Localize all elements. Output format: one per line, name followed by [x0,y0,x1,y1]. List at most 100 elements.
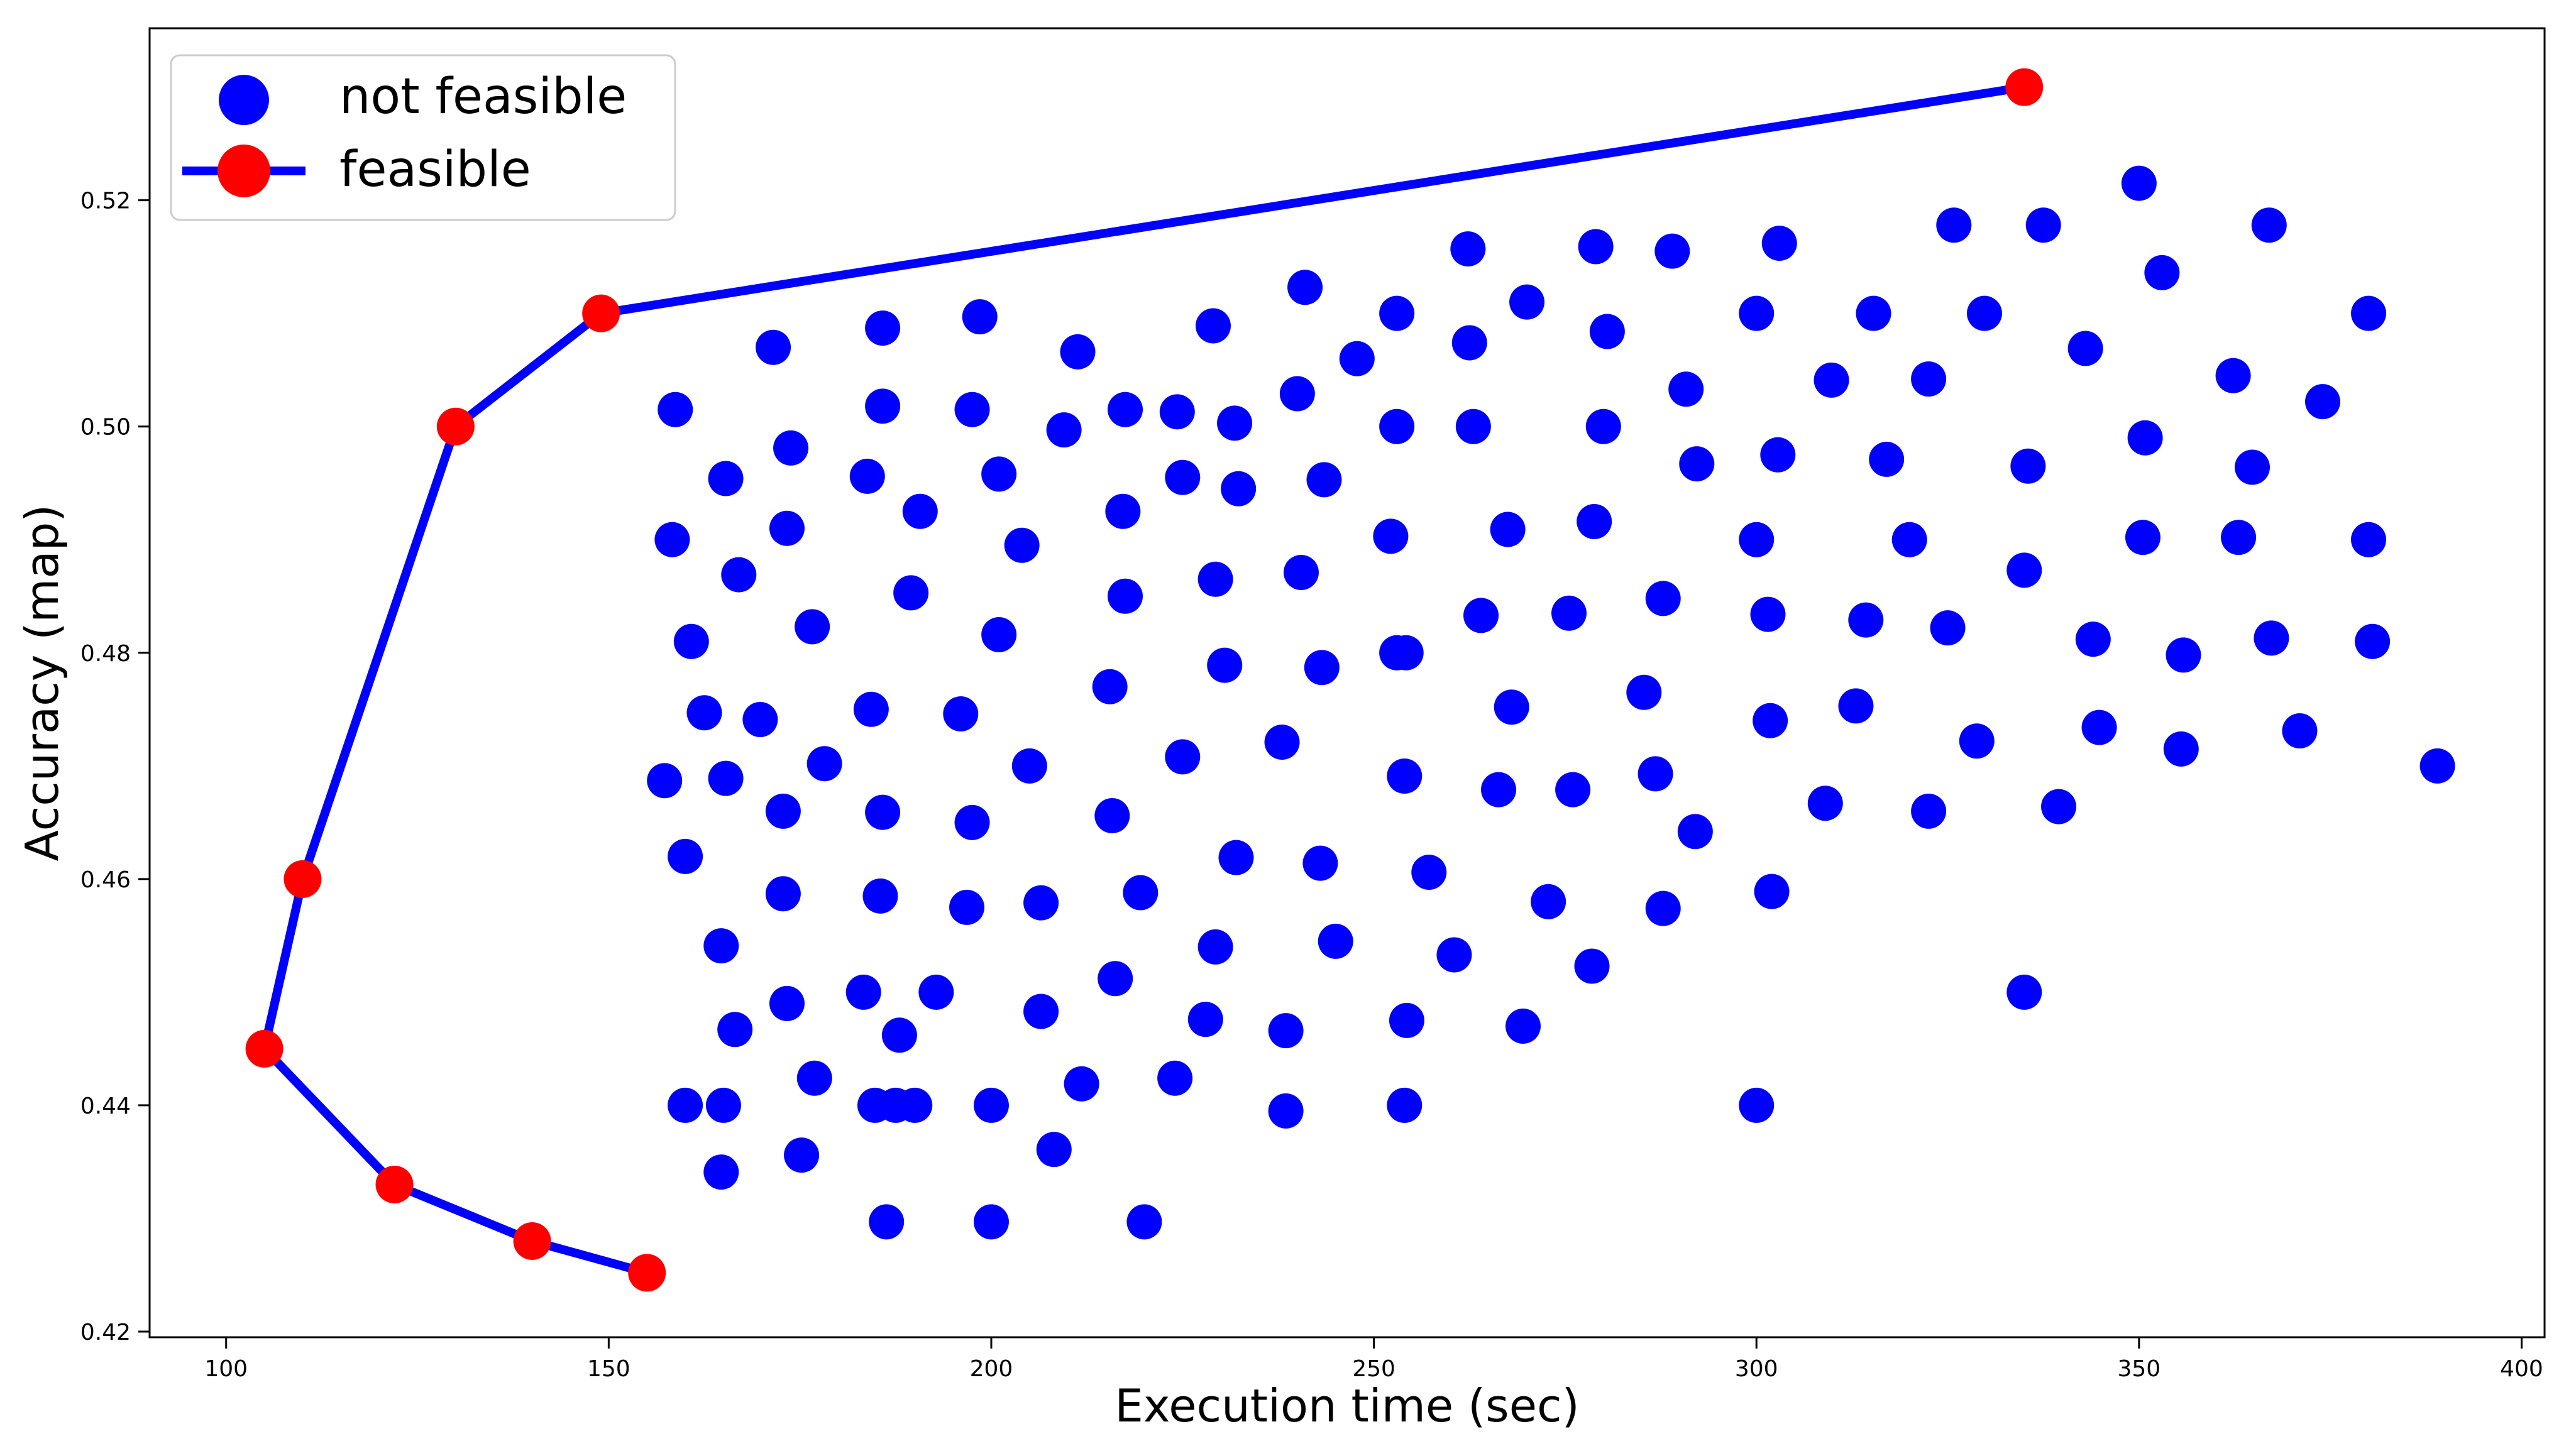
not-feasible-point [2221,520,2257,556]
not-feasible-point [849,458,885,494]
not-feasible-point [1159,394,1195,430]
not-feasible-point [668,838,703,874]
not-feasible-point [2215,358,2251,393]
not-feasible-point [2075,621,2111,657]
not-feasible-point [784,1137,820,1173]
not-feasible-point [981,456,1017,492]
not-feasible-point [881,1017,917,1053]
not-feasible-point [1814,362,1849,398]
not-feasible-point [1455,408,1491,444]
not-feasible-point [1107,391,1143,427]
not-feasible-point [954,804,990,840]
not-feasible-point [2144,255,2180,290]
not-feasible-point [1046,412,1082,448]
not-feasible-point [756,329,791,365]
not-feasible-point [1753,703,1788,738]
not-feasible-point [742,702,778,738]
not-feasible-point [1626,674,1662,710]
feasible-point [628,1254,666,1292]
not-feasible-point [1306,462,1342,498]
not-feasible-point [1481,772,1517,808]
not-feasible-point [1739,1087,1775,1123]
not-feasible-point [1023,885,1059,921]
not-feasible-point [865,794,901,830]
not-feasible-point [1574,948,1610,984]
not-feasible-point [717,1012,753,1048]
not-feasible-point [902,493,938,529]
not-feasible-point [1505,1008,1541,1044]
not-feasible-point [1966,295,2002,331]
not-feasible-point [893,575,929,611]
not-feasible-point [1436,937,1472,973]
not-feasible-point [1283,554,1319,590]
not-feasible-point [1838,688,1874,724]
feasible-point [375,1165,414,1203]
not-feasible-point [658,391,693,427]
not-feasible-point [1856,295,1891,331]
not-feasible-point [2355,623,2391,659]
not-feasible-point [2166,637,2201,673]
not-feasible-point [1064,1066,1099,1102]
not-feasible-point [654,522,690,557]
not-feasible-point [686,695,722,731]
not-feasible-point [1092,669,1128,704]
legend-label-feasible: feasible [339,141,531,198]
not-feasible-point [1094,798,1130,834]
not-feasible-point [2125,520,2160,556]
y-tick-label: 0.48 [80,641,131,667]
not-feasible-point [1339,341,1375,376]
x-tick-label: 100 [204,1356,248,1382]
legend: not feasible feasible [170,54,676,221]
not-feasible-point [862,878,898,914]
not-feasible-point [869,1204,905,1240]
y-tick-label: 0.46 [80,867,131,893]
not-feasible-point [865,310,901,346]
not-feasible-point [1264,725,1300,760]
legend-marker-not-feasible [219,75,269,125]
axes-frame [148,27,2546,1339]
not-feasible-point [1578,229,1614,265]
not-feasible-point [1373,518,1409,554]
x-tick-label: 200 [970,1356,1013,1382]
not-feasible-point [1494,689,1529,725]
not-feasible-point [954,391,990,427]
not-feasible-point [2127,420,2163,456]
not-feasible-point [1585,408,1621,444]
not-feasible-point [1107,578,1143,614]
not-feasible-point [708,461,744,496]
not-feasible-point [1195,308,1231,344]
not-feasible-point [1551,595,1587,631]
feasible-point [582,294,620,332]
not-feasible-point [1654,233,1690,269]
not-feasible-point [2235,449,2271,485]
not-feasible-point [1848,602,1884,638]
y-axis-label: Accuracy (map) [16,505,69,862]
not-feasible-point [1754,873,1790,909]
not-feasible-point [981,616,1017,652]
not-feasible-point [1098,961,1133,997]
not-feasible-point [769,985,805,1021]
not-feasible-point [2282,713,2318,749]
x-tick-label: 250 [1352,1356,1395,1382]
not-feasible-point [1036,1132,1072,1168]
not-feasible-point [769,510,805,546]
not-feasible-point [1750,596,1786,632]
legend-label-not-feasible: not feasible [339,68,627,125]
not-feasible-point [1287,270,1323,305]
not-feasible-point [1187,1002,1223,1038]
not-feasible-point [1589,314,1625,349]
not-feasible-point [1936,207,1972,243]
not-feasible-point [2067,331,2103,366]
not-feasible-point [1011,748,1047,784]
not-feasible-point [897,1087,933,1123]
not-feasible-point [1679,446,1715,482]
axes: 100 150 200 250 300 350 400 0.42 0.44 0.46 0.48 0.5… [80,27,2546,1382]
not-feasible-point [2254,620,2289,656]
not-feasible-point [1577,503,1612,539]
not-feasible-point [1911,793,1947,829]
not-feasible-point [1217,405,1253,441]
not-feasible-point [1411,855,1447,890]
not-feasible-point [1197,929,1233,965]
